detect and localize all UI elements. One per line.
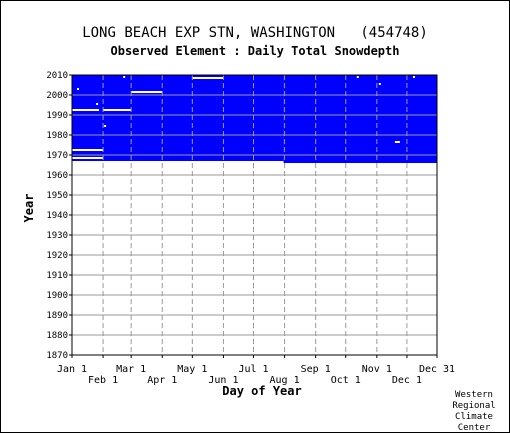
x-tick-label: May 1 xyxy=(177,364,207,375)
missing-data-gap xyxy=(104,125,107,127)
y-tick-label: 2010 xyxy=(46,71,68,81)
x-tick-label: Oct 1 xyxy=(331,375,361,386)
x-tick-label: Feb 1 xyxy=(88,375,118,386)
plot-area xyxy=(71,74,438,356)
credit-line: Regional xyxy=(452,401,496,411)
missing-data-gap xyxy=(356,76,359,78)
missing-data-gap xyxy=(72,149,104,151)
x-tick-label: Apr 1 xyxy=(147,375,177,386)
y-axis: 1870 1880 1890 1900 1910 1920 1930 1940 1950 1960… xyxy=(46,71,72,361)
chart-subtitle: Observed Element : Daily Total Snowdepth xyxy=(110,44,400,58)
y-tick-label: 2000 xyxy=(46,91,68,101)
credit-line: Climate xyxy=(455,412,493,422)
missing-data-gap xyxy=(77,88,80,90)
chart-title: LONG BEACH EXP STN, WASHINGTON (454748) xyxy=(82,25,428,41)
y-tick-label: 1920 xyxy=(46,251,68,261)
y-tick-label: 1910 xyxy=(46,271,68,281)
missing-data-gap xyxy=(96,103,99,105)
y-tick-label: 1950 xyxy=(46,191,68,201)
missing-data-gap xyxy=(131,91,163,93)
missing-data-gap xyxy=(394,141,400,143)
x-tick-label: Mar 1 xyxy=(116,364,146,375)
x-tick-label: Sep 1 xyxy=(301,364,331,375)
missing-data-gap xyxy=(378,83,381,85)
y-tick-label: 1970 xyxy=(46,151,68,161)
credit-line: Center xyxy=(457,423,491,433)
coverage-block xyxy=(283,75,437,163)
y-tick-label: 1960 xyxy=(46,171,68,181)
missing-data-gap xyxy=(123,76,126,78)
credit-line: Western xyxy=(455,390,493,400)
y-tick-label: 1870 xyxy=(46,351,68,361)
y-tick-label: 1980 xyxy=(46,131,68,141)
y-axis-label: Year xyxy=(22,194,36,223)
y-tick-label: 1930 xyxy=(46,231,68,241)
missing-data-gap xyxy=(72,157,104,159)
y-tick-label: 1990 xyxy=(46,111,68,121)
y-tick-label: 1890 xyxy=(46,311,68,321)
x-tick-label: Jul 1 xyxy=(238,364,268,375)
coverage-block xyxy=(72,75,284,161)
missing-data-gap xyxy=(103,109,132,111)
y-tick-label: 1940 xyxy=(46,211,68,221)
x-tick-label: Dec 31 xyxy=(419,364,455,375)
x-tick-label: Jan 1 xyxy=(57,364,87,375)
y-tick-label: 1900 xyxy=(46,291,68,301)
missing-data-gap xyxy=(72,109,100,111)
x-axis: Jan 1 Mar 1 May 1 Jul 1 Sep 1 Nov 1 Dec 31 Feb … xyxy=(57,355,455,386)
x-tick-label: Jun 1 xyxy=(208,375,238,386)
missing-data-gap xyxy=(192,77,224,79)
x-tick-label: Nov 1 xyxy=(362,364,392,375)
y-tick-label: 1880 xyxy=(46,331,68,341)
x-tick-label: Aug 1 xyxy=(270,375,300,386)
missing-data-gap xyxy=(412,76,415,78)
credit-block: Western Regional Climate Center xyxy=(448,390,500,434)
x-axis-label: Day of Year xyxy=(222,384,301,398)
x-tick-label: Dec 1 xyxy=(392,375,422,386)
